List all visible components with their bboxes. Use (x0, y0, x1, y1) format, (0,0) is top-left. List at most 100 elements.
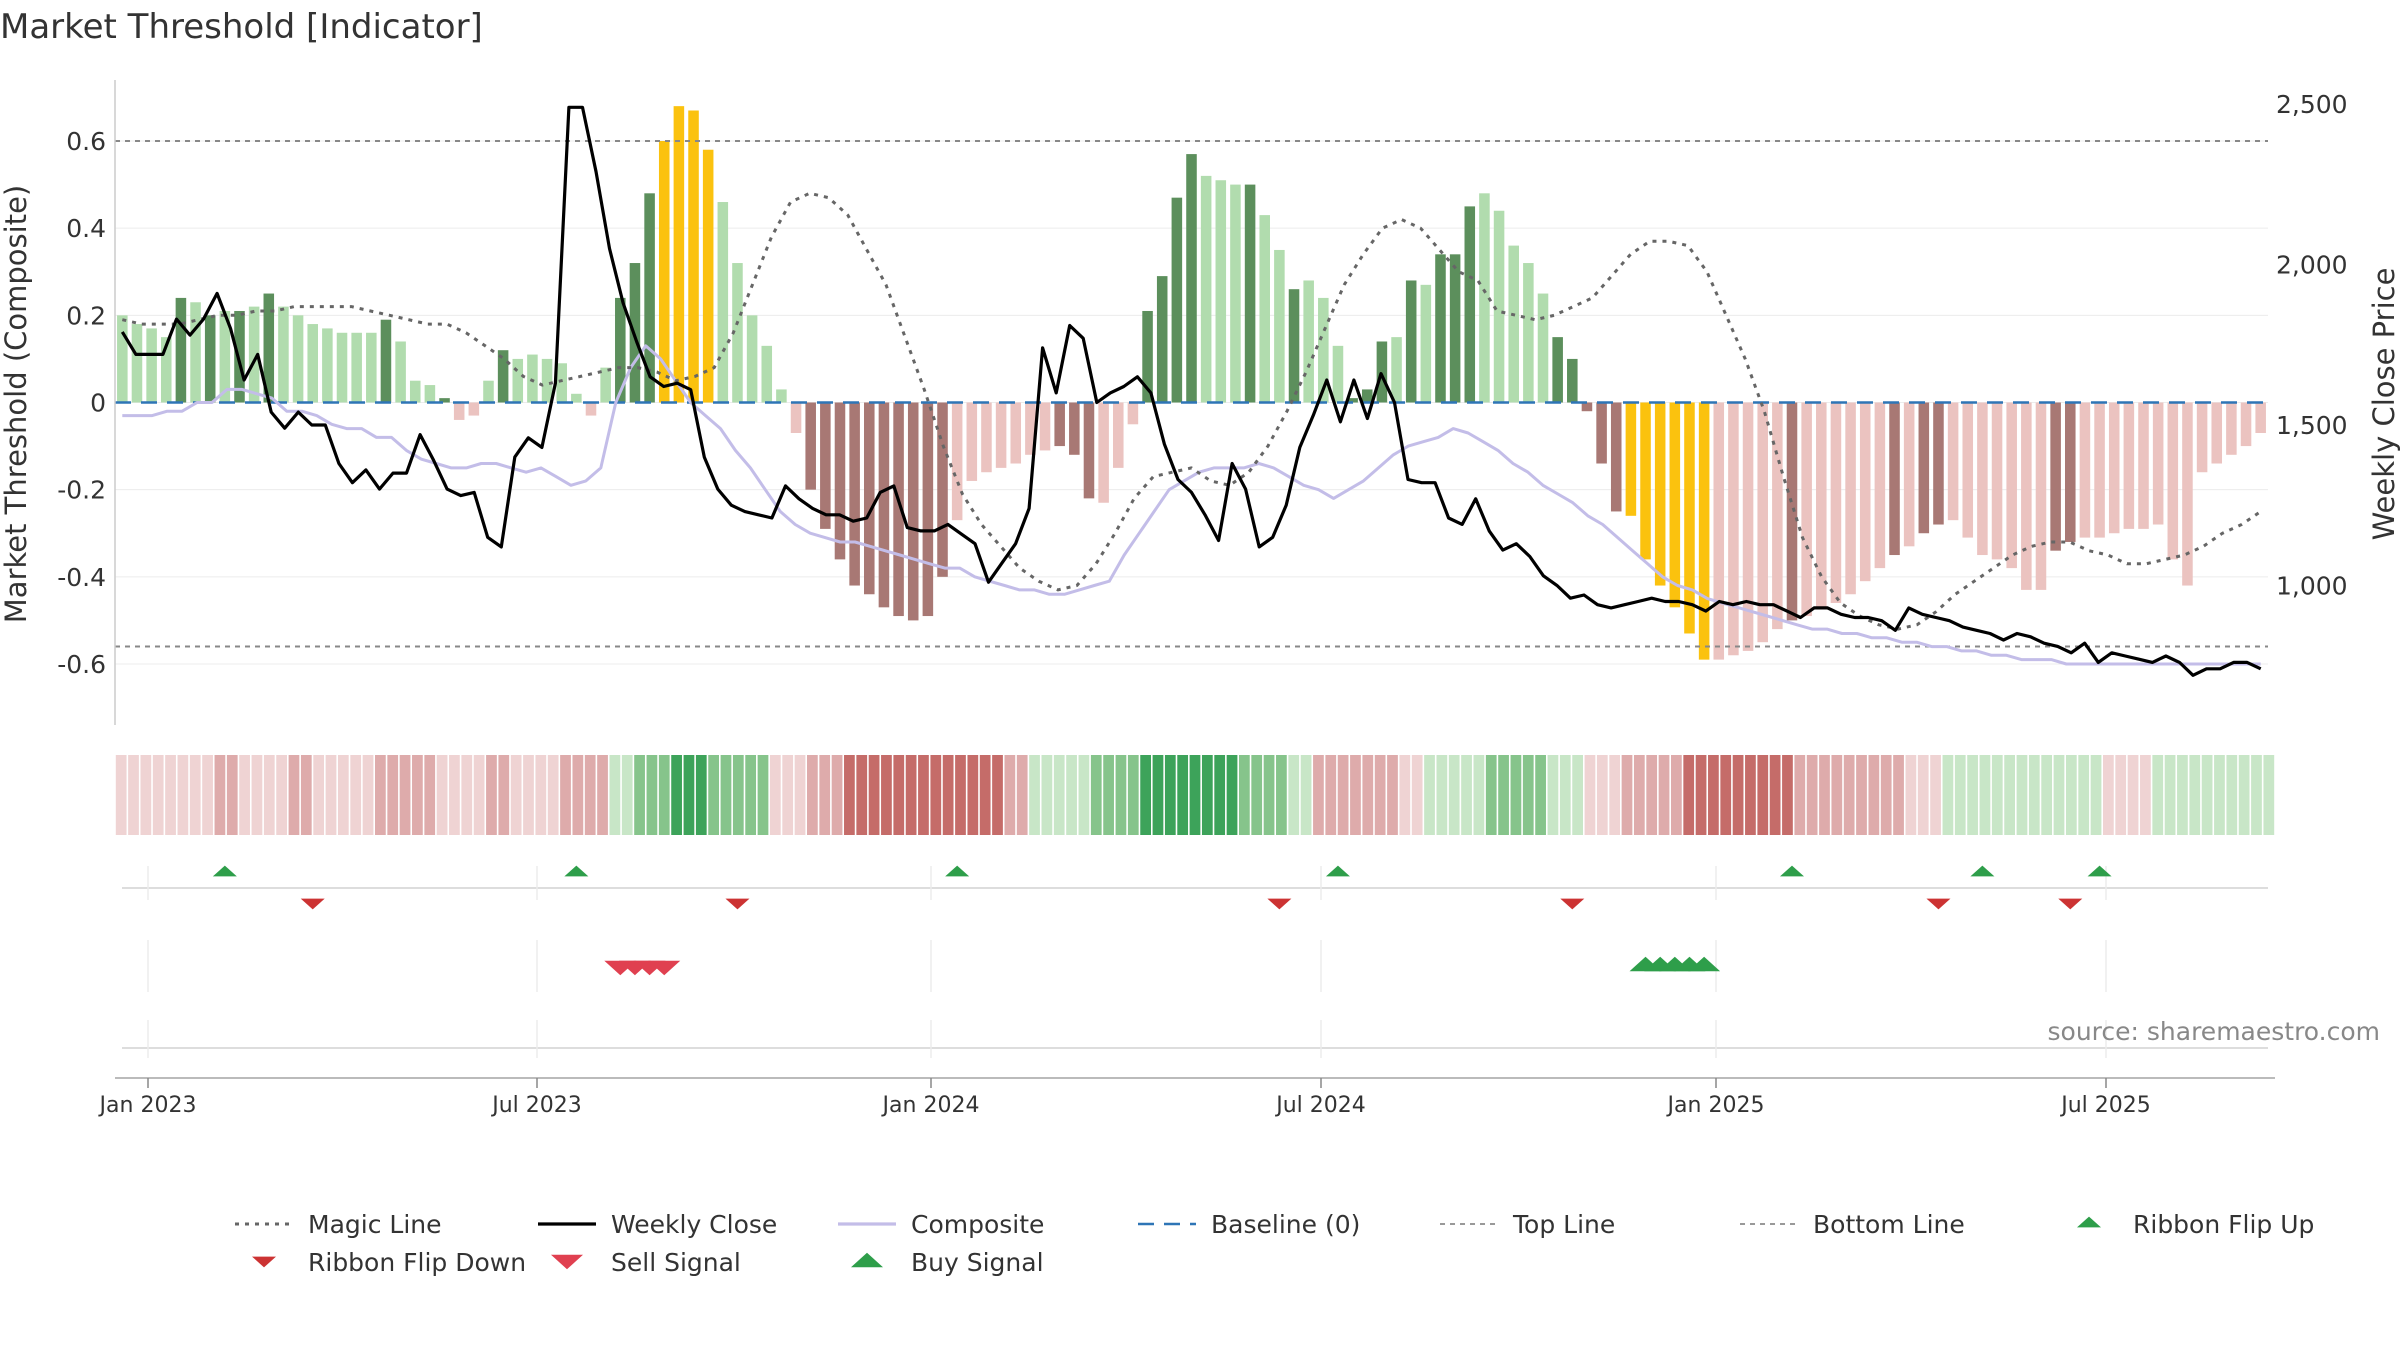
ribbon-cell (251, 755, 263, 835)
composite-bar (717, 202, 729, 403)
composite-bar (1332, 345, 1344, 403)
ribbon-cell (1757, 755, 1769, 835)
ribbon-cell (1806, 755, 1818, 835)
composite-bar (1698, 402, 1710, 660)
ribbon-cell (2238, 755, 2250, 835)
composite-bar (2006, 402, 2017, 569)
ribbon-cell (128, 755, 139, 835)
composite-bar (849, 402, 860, 586)
ribbon-cell (856, 755, 868, 835)
ribbon-cell (510, 755, 522, 835)
legend-item: Composite (838, 1210, 1044, 1239)
ribbon-cell (2214, 755, 2225, 835)
composite-bar (1859, 402, 1871, 582)
ribbon-cell (1090, 755, 1102, 835)
composite-bar (1171, 197, 1183, 403)
ribbon-cell (584, 755, 596, 835)
composite-bar (951, 402, 963, 521)
ribbon-cell (1609, 755, 1621, 835)
ribbon-cell (1115, 755, 1127, 835)
composite-bar (395, 341, 406, 403)
date-axis: Jan 2023 Jul 2023 Jan 2024 Jul 2024 Jan 2025… (98, 1077, 2275, 1118)
composite-bar (1654, 402, 1666, 586)
ribbon-cell (1831, 755, 1843, 835)
ribbon-cell (202, 755, 213, 835)
ribbon-cell (2201, 755, 2213, 835)
ribbon-cell (881, 755, 892, 835)
composite-bar (995, 402, 1007, 468)
composite-bar (878, 402, 890, 608)
ribbon-cell (2028, 755, 2040, 835)
ribbon-cell (1214, 755, 1226, 835)
y2-tick-label: 1,500 (2276, 411, 2348, 440)
composite-bar (527, 354, 538, 403)
ribbon-cell (547, 755, 559, 835)
composite-bar (1112, 402, 1124, 468)
ribbon-flip-down-marker (1560, 898, 1585, 910)
ribbon-cell (436, 755, 448, 835)
composite-bar (1567, 358, 1578, 403)
composite-bar (1801, 402, 1812, 617)
ribbon-cell (1856, 755, 1867, 835)
composite-bar (776, 389, 787, 403)
ribbon-cell (1510, 755, 1522, 835)
ribbon-cell (523, 755, 534, 835)
ribbon-cell (2140, 755, 2151, 835)
composite-bar (2152, 402, 2164, 525)
ribbon-cell (844, 755, 855, 835)
composite-bar (204, 315, 216, 403)
ribbon-cell (2004, 755, 2015, 835)
ribbon-cell (1424, 755, 1435, 835)
ribbon-cell (893, 755, 905, 835)
legend-label: Top Line (1512, 1210, 1615, 1239)
legend-swatch (252, 1256, 276, 1268)
ribbon-cell (2127, 755, 2139, 835)
ribbon-cell (177, 755, 189, 835)
ribbon-cell (325, 755, 337, 835)
composite-bar (1303, 280, 1314, 403)
ribbon-cell (1683, 755, 1695, 835)
ribbon-cell (1547, 755, 1559, 835)
composite-bar (409, 380, 421, 403)
composite-bar (1361, 389, 1373, 403)
ribbon-cell (1596, 755, 1608, 835)
ribbon-cell (634, 755, 645, 835)
ribbon-cell (1164, 755, 1176, 835)
ribbon-cell (1769, 755, 1781, 835)
ribbon-cell (1461, 755, 1472, 835)
ribbon-cell (1201, 755, 1213, 835)
ribbon-cell (2189, 755, 2201, 835)
ribbon-cell (140, 755, 152, 835)
ribbon-cell (2263, 755, 2275, 835)
ribbon-cell (819, 755, 831, 835)
composite-bar (805, 402, 816, 490)
legend-label: Buy Signal (911, 1248, 1044, 1277)
composite-bar (117, 315, 128, 403)
composite-bar (893, 402, 904, 617)
composite-bar (1625, 402, 1637, 516)
composite-bar (2123, 402, 2135, 529)
ribbon-cell (1387, 755, 1398, 835)
composite-bar (453, 402, 465, 420)
ribbon-cell (1041, 755, 1053, 835)
date-tick-label: Jul 2025 (2059, 1093, 2151, 1118)
composite-bar (834, 402, 846, 560)
composite-bar (2167, 402, 2179, 560)
composite-bar (2255, 402, 2266, 434)
ribbon-cell (646, 755, 658, 835)
ribbon-cell (288, 755, 300, 835)
composite-bar (2108, 402, 2120, 534)
ribbon-cell (609, 755, 621, 835)
ribbon-cell (1004, 755, 1016, 835)
composite-bar (1464, 206, 1476, 403)
ribbon-cell (2016, 755, 2028, 835)
composite-bar (1127, 402, 1139, 425)
ribbon-flip-up-marker (1325, 865, 1350, 877)
composite-bar (1728, 402, 1739, 656)
composite-bar (1054, 402, 1065, 447)
ribbon-cell (1189, 755, 1201, 835)
ribbon-cell (226, 755, 238, 835)
composite-bar (615, 297, 626, 403)
ribbon-cell (708, 755, 719, 835)
composite-bar (820, 402, 831, 529)
